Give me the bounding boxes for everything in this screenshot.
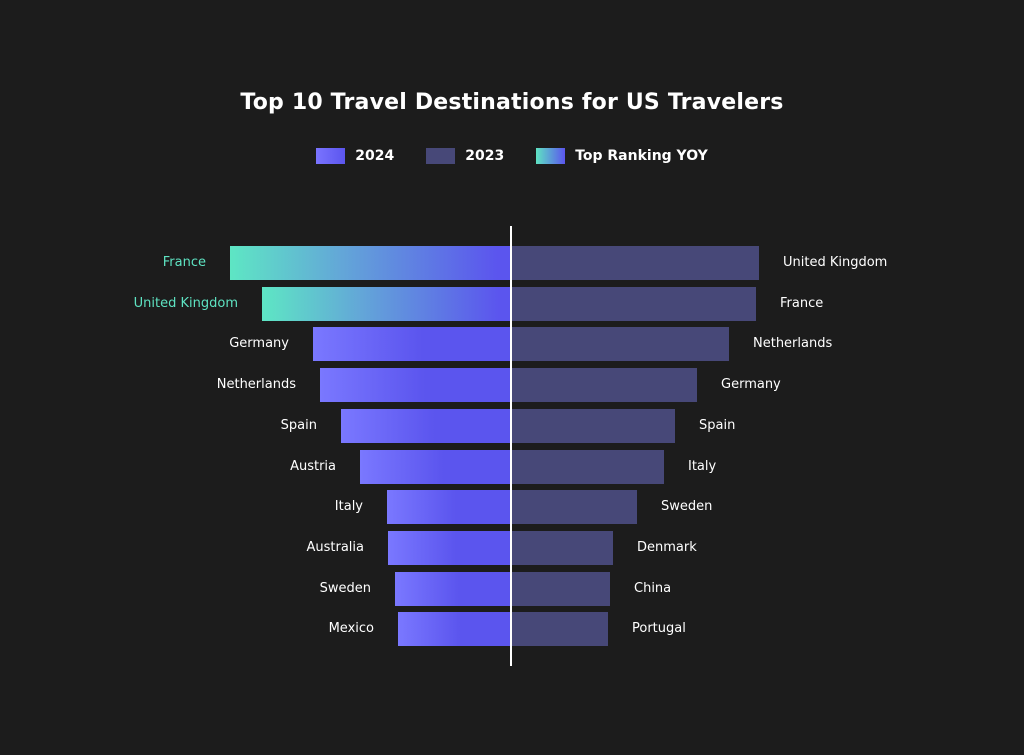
label-2024: Italy: [334, 499, 363, 515]
chart-row: Mexico Portugal: [0, 612, 1024, 647]
bar-2024: [230, 246, 511, 280]
bar-2024: [341, 408, 511, 443]
chart-title: Top 10 Travel Destinations for US Travel…: [240, 90, 784, 115]
chart-legend: 2024 2023 Top Ranking YOY: [0, 148, 1024, 164]
bar-2024: [387, 490, 511, 525]
legend-item-2024: 2024: [316, 148, 394, 164]
chart-row: Netherlands Germany: [0, 368, 1024, 403]
chart-row: Spain Spain: [0, 408, 1024, 443]
bar-2024: [360, 449, 511, 484]
bar-2023: [511, 612, 608, 647]
legend-swatch-2024: [316, 148, 346, 164]
label-2024: Germany: [229, 336, 289, 352]
label-2024: Austria: [290, 458, 336, 474]
label-2023: Spain: [699, 417, 736, 433]
legend-item-2023: 2023: [426, 148, 504, 164]
chart-row: Australia Denmark: [0, 530, 1024, 565]
chart-row: Sweden China: [0, 571, 1024, 606]
bar-2023: [511, 530, 613, 565]
label-2024: United Kingdom: [133, 295, 238, 311]
chart-row: Germany Netherlands: [0, 327, 1024, 362]
bar-2023: [511, 449, 664, 484]
bar-2023: [511, 327, 729, 362]
label-2023: Portugal: [632, 621, 686, 637]
chart-row: Italy Sweden: [0, 490, 1024, 525]
bar-2024: [395, 571, 511, 606]
legend-label-top-ranking: Top Ranking YOY: [575, 148, 708, 164]
legend-swatch-top-ranking: [536, 148, 566, 164]
bar-2023: [511, 490, 637, 525]
label-2024: France: [162, 255, 206, 270]
chart-row: France United Kingdom: [0, 246, 1024, 280]
label-2023: Netherlands: [753, 336, 833, 352]
legend-item-top-ranking: Top Ranking YOY: [536, 148, 708, 164]
label-2023: Germany: [721, 377, 781, 393]
label-2024: Netherlands: [216, 377, 296, 393]
bar-2024: [398, 612, 511, 647]
bar-2024: [262, 286, 511, 321]
label-2024: Australia: [306, 539, 364, 555]
label-2023: United Kingdom: [783, 255, 888, 270]
label-2023: Sweden: [661, 499, 713, 515]
bar-2024: [388, 530, 511, 565]
label-2023: France: [780, 295, 824, 311]
legend-label-2024: 2024: [355, 148, 395, 164]
bar-2024: [320, 368, 511, 403]
bar-2023: [511, 368, 697, 403]
label-2024: Spain: [280, 417, 317, 433]
bar-2023: [511, 246, 759, 280]
legend-swatch-2023: [426, 148, 456, 164]
bar-2023: [511, 286, 756, 321]
label-2023: Italy: [688, 458, 717, 474]
chart-row: United Kingdom France: [0, 286, 1024, 321]
label-2023: China: [634, 580, 672, 596]
chart-row: Austria Italy: [0, 449, 1024, 484]
label-2023: Denmark: [637, 539, 697, 555]
bar-2024: [313, 327, 511, 362]
label-2024: Mexico: [328, 621, 374, 637]
legend-label-2023: 2023: [465, 148, 505, 164]
center-axis-line: [510, 226, 512, 666]
bar-2023: [511, 571, 610, 606]
label-2024: Sweden: [319, 580, 371, 596]
bar-2023: [511, 408, 675, 443]
